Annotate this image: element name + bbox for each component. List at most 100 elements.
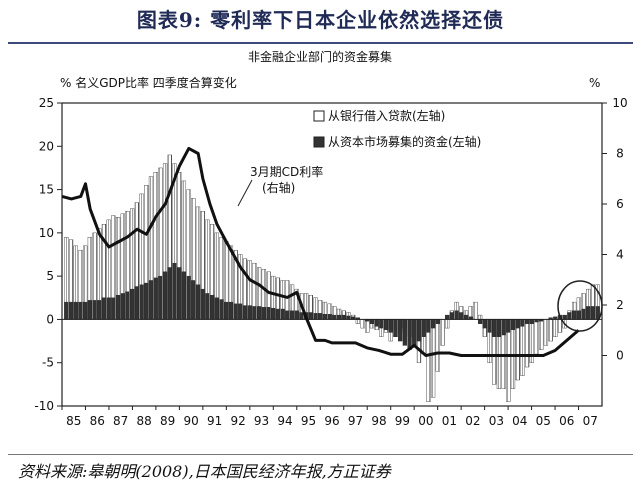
capital-market-bar [524, 319, 530, 324]
capital-market-bar [449, 312, 455, 320]
legend-swatch-capital-market [313, 136, 325, 148]
capital-market-bar [379, 319, 384, 329]
x-tick-label: 05 [536, 414, 551, 428]
capital-market-bar [153, 277, 158, 320]
x-tick-label: 92 [230, 414, 245, 428]
capital-market-bar [346, 315, 351, 320]
capital-market-bar [219, 299, 224, 320]
capital-market-bar [454, 310, 459, 320]
x-tick-label: 06 [559, 414, 574, 428]
bank-loan-bar [365, 319, 370, 333]
source-divider [8, 454, 633, 455]
capital-market-bar [115, 294, 121, 320]
capital-market-bar [280, 308, 285, 320]
capital-market-bar [233, 303, 238, 320]
bank-loan-bar [543, 319, 549, 346]
capital-market-bar [181, 271, 187, 320]
x-tick-label: 95 [301, 414, 316, 428]
capital-market-bar [195, 284, 201, 320]
bank-loan-bar [557, 319, 563, 333]
capital-market-bar [487, 319, 492, 333]
capital-market-bar [496, 319, 502, 337]
title-divider [8, 42, 633, 44]
capital-market-bar [139, 284, 144, 320]
capital-market-bar [158, 275, 163, 320]
bank-loan-bar [473, 301, 478, 320]
bank-loan-bar [445, 319, 450, 329]
x-tick-label: 87 [113, 414, 128, 428]
source-note: 资料来源:皋朝明(2008),日本国民经济年报,方正证券 [18, 462, 391, 481]
x-tick-label: 98 [371, 414, 386, 428]
capital-market-bar [477, 319, 483, 324]
x-tick-label: 90 [183, 414, 198, 428]
bank-loan-bar [539, 319, 544, 350]
bank-loan-bar [360, 319, 365, 329]
left-tick-label: -5 [42, 356, 54, 370]
capital-market-bar [398, 319, 403, 342]
capital-market-bar [581, 308, 586, 320]
x-axis: 85 86 87 88 89 90 91 92 93 94 95 96 97 98 99 00 01 02 03 04… [61, 406, 598, 428]
left-tick-label: 5 [46, 269, 54, 283]
capital-market-bar [388, 319, 393, 333]
capital-market-bar [445, 314, 450, 320]
capital-market-bar [412, 319, 417, 346]
x-tick-label: 99 [395, 414, 410, 428]
x-tick-label: 01 [442, 414, 457, 428]
left-tick-label: 25 [39, 96, 54, 110]
capital-market-bar [294, 310, 299, 320]
cd-rate-annotation: 3月期CD利率 (右轴) [237, 164, 323, 207]
capital-market-bar [162, 271, 168, 320]
capital-market-bar [73, 301, 78, 320]
left-tick-label: -10 [34, 399, 54, 413]
capital-market-bar [318, 313, 323, 320]
capital-market-bar [529, 319, 534, 324]
capital-market-bar [426, 319, 431, 333]
bank-loan-bar [477, 314, 483, 320]
bank-loan-bar [548, 319, 553, 342]
bank-loan-bar [534, 319, 539, 355]
bank-loan-bar [515, 319, 520, 381]
legend-label-capital-market: 从资本市场募集的资金(左轴) [328, 134, 481, 149]
right-tick-label: 0 [616, 349, 624, 363]
capital-market-bar [562, 314, 567, 320]
bank-loan-bar [553, 319, 558, 337]
legend-label-bank-loans: 从银行借入贷款(左轴) [328, 108, 445, 123]
right-tick-label: 2 [616, 298, 624, 312]
capital-market-bar [271, 307, 276, 320]
capital-market-bar [572, 310, 577, 320]
capital-market-bar [590, 306, 596, 320]
x-tick-label: 02 [465, 414, 480, 428]
bank-loan-bar [435, 319, 440, 372]
annotation-line1: 3月期CD利率 [250, 164, 323, 179]
left-tick-label: 10 [39, 226, 54, 240]
capital-market-bar [299, 312, 304, 320]
right-tick-label: 6 [616, 197, 624, 211]
capital-market-bar [374, 319, 379, 327]
capital-market-bar [313, 313, 318, 320]
cd-rate-line [61, 146, 580, 357]
capital-market-bar [332, 314, 337, 320]
capital-market-bar [172, 262, 177, 320]
x-tick-label: 85 [66, 414, 81, 428]
right-tick-label: 8 [616, 147, 624, 161]
x-tick-label: 97 [348, 414, 363, 428]
capital-market-bar [64, 301, 69, 320]
x-tick-label: 86 [90, 414, 105, 428]
capital-market-bar [492, 319, 497, 337]
x-tick-label: 07 [583, 414, 598, 428]
capital-market-bar [586, 306, 591, 320]
capital-market-bar [106, 297, 111, 320]
capital-market-bar [186, 275, 191, 320]
cd-rate-line-series [61, 146, 580, 357]
x-tick-label: 96 [324, 414, 339, 428]
annotation-pointer [237, 179, 253, 207]
capital-market-bar [242, 305, 248, 320]
capital-market-bar [421, 319, 426, 337]
capital-market-bar [228, 301, 234, 320]
legend-swatch-bank-loans [313, 110, 325, 122]
bank-loan-bars [64, 154, 600, 402]
capital-market-bar [463, 314, 469, 320]
capital-market-bar [205, 293, 210, 320]
capital-market-bar [177, 267, 182, 320]
capital-market-bar [191, 280, 196, 320]
